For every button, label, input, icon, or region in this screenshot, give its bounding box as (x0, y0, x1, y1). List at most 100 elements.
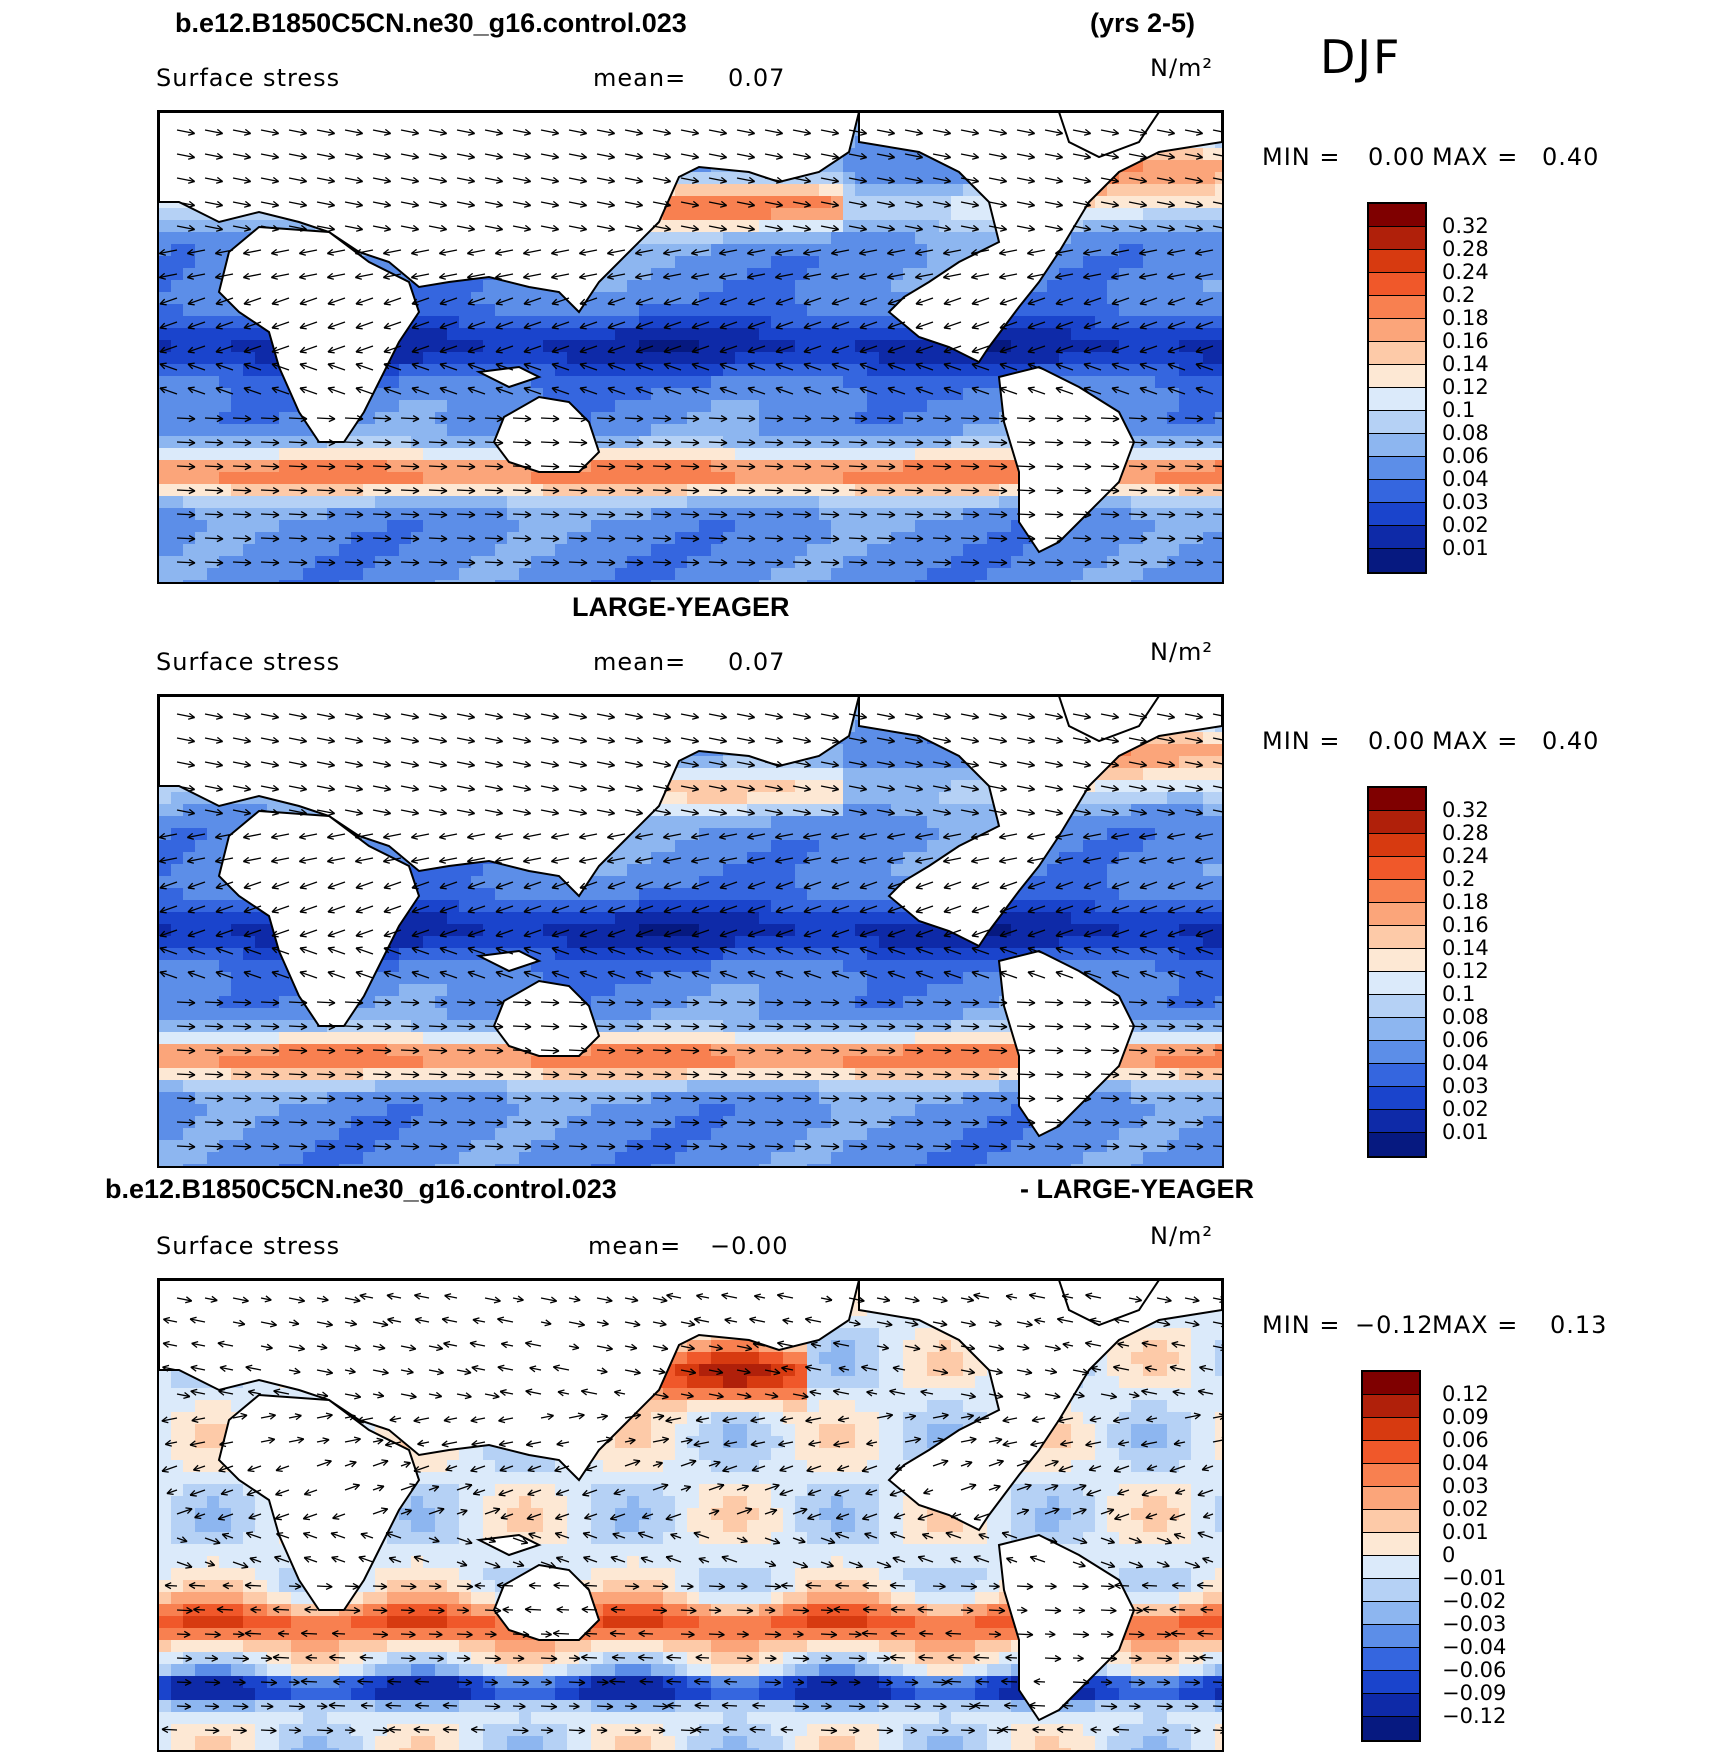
colorbar-swatch (1363, 1648, 1419, 1671)
colorbar-level-label: 0.16 (1442, 913, 1489, 937)
panel-2-mean-value: 0.07 (728, 648, 786, 676)
colorbar-level-label: 0.18 (1442, 306, 1489, 330)
colorbar-level-label: 0.1 (1442, 982, 1476, 1006)
colorbar-level-label: 0.12 (1442, 959, 1489, 983)
colorbar-swatch (1369, 411, 1425, 434)
colorbar-swatch (1369, 250, 1425, 273)
colorbar-swatch (1369, 388, 1425, 411)
colorbar-swatch (1369, 480, 1425, 503)
colorbar-swatch (1369, 273, 1425, 296)
colorbar-level-label: 0.02 (1442, 1097, 1489, 1121)
colorbar-swatch (1369, 1110, 1425, 1133)
colorbar-swatch (1363, 1671, 1419, 1694)
colorbar-swatch (1369, 365, 1425, 388)
panel-1-max-label: MAX = (1432, 143, 1519, 171)
colorbar-level-label: 0.01 (1442, 1520, 1489, 1544)
colorbar-level-label: 0.1 (1442, 398, 1476, 422)
panel-1-colorbar (1367, 202, 1427, 574)
land (159, 1280, 1222, 1722)
colorbar-swatch (1363, 1533, 1419, 1556)
panel-1-variable: Surface stress (156, 64, 341, 92)
colorbar-swatch (1363, 1717, 1419, 1740)
panel-2-max-value: 0.40 (1542, 727, 1600, 755)
colorbar-level-label: 0.18 (1442, 890, 1489, 914)
season-label: DJF (1320, 30, 1402, 84)
colorbar-swatch (1369, 1087, 1425, 1110)
colorbar-swatch (1363, 1487, 1419, 1510)
panel-3-mean-label: mean= (588, 1232, 682, 1260)
colorbar-swatch (1369, 503, 1425, 526)
panel-3-max-value: 0.13 (1550, 1311, 1608, 1339)
panel-1-min-value: 0.00 (1368, 143, 1426, 171)
colorbar-swatch (1369, 811, 1425, 834)
colorbar-swatch (1369, 457, 1425, 480)
panel-3-title-left: b.e12.B1850C5CN.ne30_g16.control.023 (105, 1174, 617, 1204)
panel-3-min-value: −0.12 (1355, 1311, 1434, 1339)
colorbar-swatch (1363, 1556, 1419, 1579)
colorbar-swatch (1369, 857, 1425, 880)
colorbar-swatch (1369, 834, 1425, 857)
panel-2-title: LARGE-YEAGER (572, 592, 790, 622)
colorbar-level-label: 0.32 (1442, 214, 1489, 238)
colorbar-swatch (1369, 903, 1425, 926)
colorbar-swatch (1363, 1625, 1419, 1648)
stress-vectors (159, 128, 1222, 567)
colorbar-level-label: 0.24 (1442, 844, 1489, 868)
colorbar-level-label: 0.03 (1442, 490, 1489, 514)
case-title: b.e12.B1850C5CN.ne30_g16.control.023 (175, 8, 687, 38)
colorbar-level-label: 0.06 (1442, 1428, 1489, 1452)
colorbar-swatch (1363, 1441, 1419, 1464)
colorbar-swatch (1369, 880, 1425, 903)
panel-1-mean-value: 0.07 (728, 64, 786, 92)
panel-2-max-label: MAX = (1432, 727, 1519, 755)
colorbar-swatch (1363, 1372, 1419, 1395)
panel-3-title-right: - LARGE-YEAGER (1020, 1174, 1255, 1204)
panel-3-max-label: MAX = (1432, 1311, 1519, 1339)
colorbar-level-label: 0.28 (1442, 237, 1489, 261)
colorbar-level-label: 0.09 (1442, 1405, 1489, 1429)
colorbar-level-label: −0.02 (1442, 1589, 1507, 1613)
colorbar-level-label: −0.01 (1442, 1566, 1507, 1590)
colorbar-level-label: −0.06 (1442, 1658, 1507, 1682)
panel-2-min-value: 0.00 (1368, 727, 1426, 755)
panel-3-map-svg (159, 1280, 1222, 1750)
colorbar-swatch (1363, 1694, 1419, 1717)
panel-1-max-value: 0.40 (1542, 143, 1600, 171)
colorbar-swatch (1369, 949, 1425, 972)
colorbar-level-label: 0.14 (1442, 352, 1489, 376)
colorbar-level-label: 0.12 (1442, 375, 1489, 399)
panel-1-map-svg (159, 112, 1222, 582)
colorbar-swatch (1369, 204, 1425, 227)
colorbar-swatch (1369, 1064, 1425, 1087)
colorbar-level-label: 0.08 (1442, 421, 1489, 445)
panel-2-map (157, 694, 1224, 1168)
colorbar-level-label: 0.32 (1442, 798, 1489, 822)
colorbar-level-label: −0.09 (1442, 1681, 1507, 1705)
colorbar-level-label: 0.06 (1442, 1028, 1489, 1052)
panel-3-variable: Surface stress (156, 1232, 341, 1260)
colorbar-level-label: 0.24 (1442, 260, 1489, 284)
colorbar-level-label: 0.04 (1442, 1051, 1489, 1075)
colorbar-level-label: −0.03 (1442, 1612, 1507, 1636)
colorbar-swatch (1369, 1133, 1425, 1156)
colorbar-swatch (1369, 1041, 1425, 1064)
panel-1-units: N/m² (1150, 54, 1214, 82)
land (159, 696, 1222, 1138)
colorbar-swatch (1369, 342, 1425, 365)
panel-2-units: N/m² (1150, 638, 1214, 666)
colorbar-level-label: 0.16 (1442, 329, 1489, 353)
colorbar-swatch (1369, 995, 1425, 1018)
colorbar-swatch (1363, 1579, 1419, 1602)
years-label: (yrs 2-5) (1090, 8, 1196, 38)
panel-3-units: N/m² (1150, 1222, 1214, 1250)
stress-vectors (161, 1292, 1222, 1735)
colorbar-swatch (1369, 296, 1425, 319)
colorbar-level-label: −0.12 (1442, 1704, 1507, 1728)
colorbar-swatch (1369, 549, 1425, 572)
colorbar-level-label: 0.14 (1442, 936, 1489, 960)
panel-2-min-label: MIN = (1262, 727, 1341, 755)
colorbar-level-label: 0.2 (1442, 283, 1476, 307)
colorbar-level-label: 0.03 (1442, 1474, 1489, 1498)
land (159, 112, 1222, 554)
panel-3-mean-value: −0.00 (710, 1232, 789, 1260)
